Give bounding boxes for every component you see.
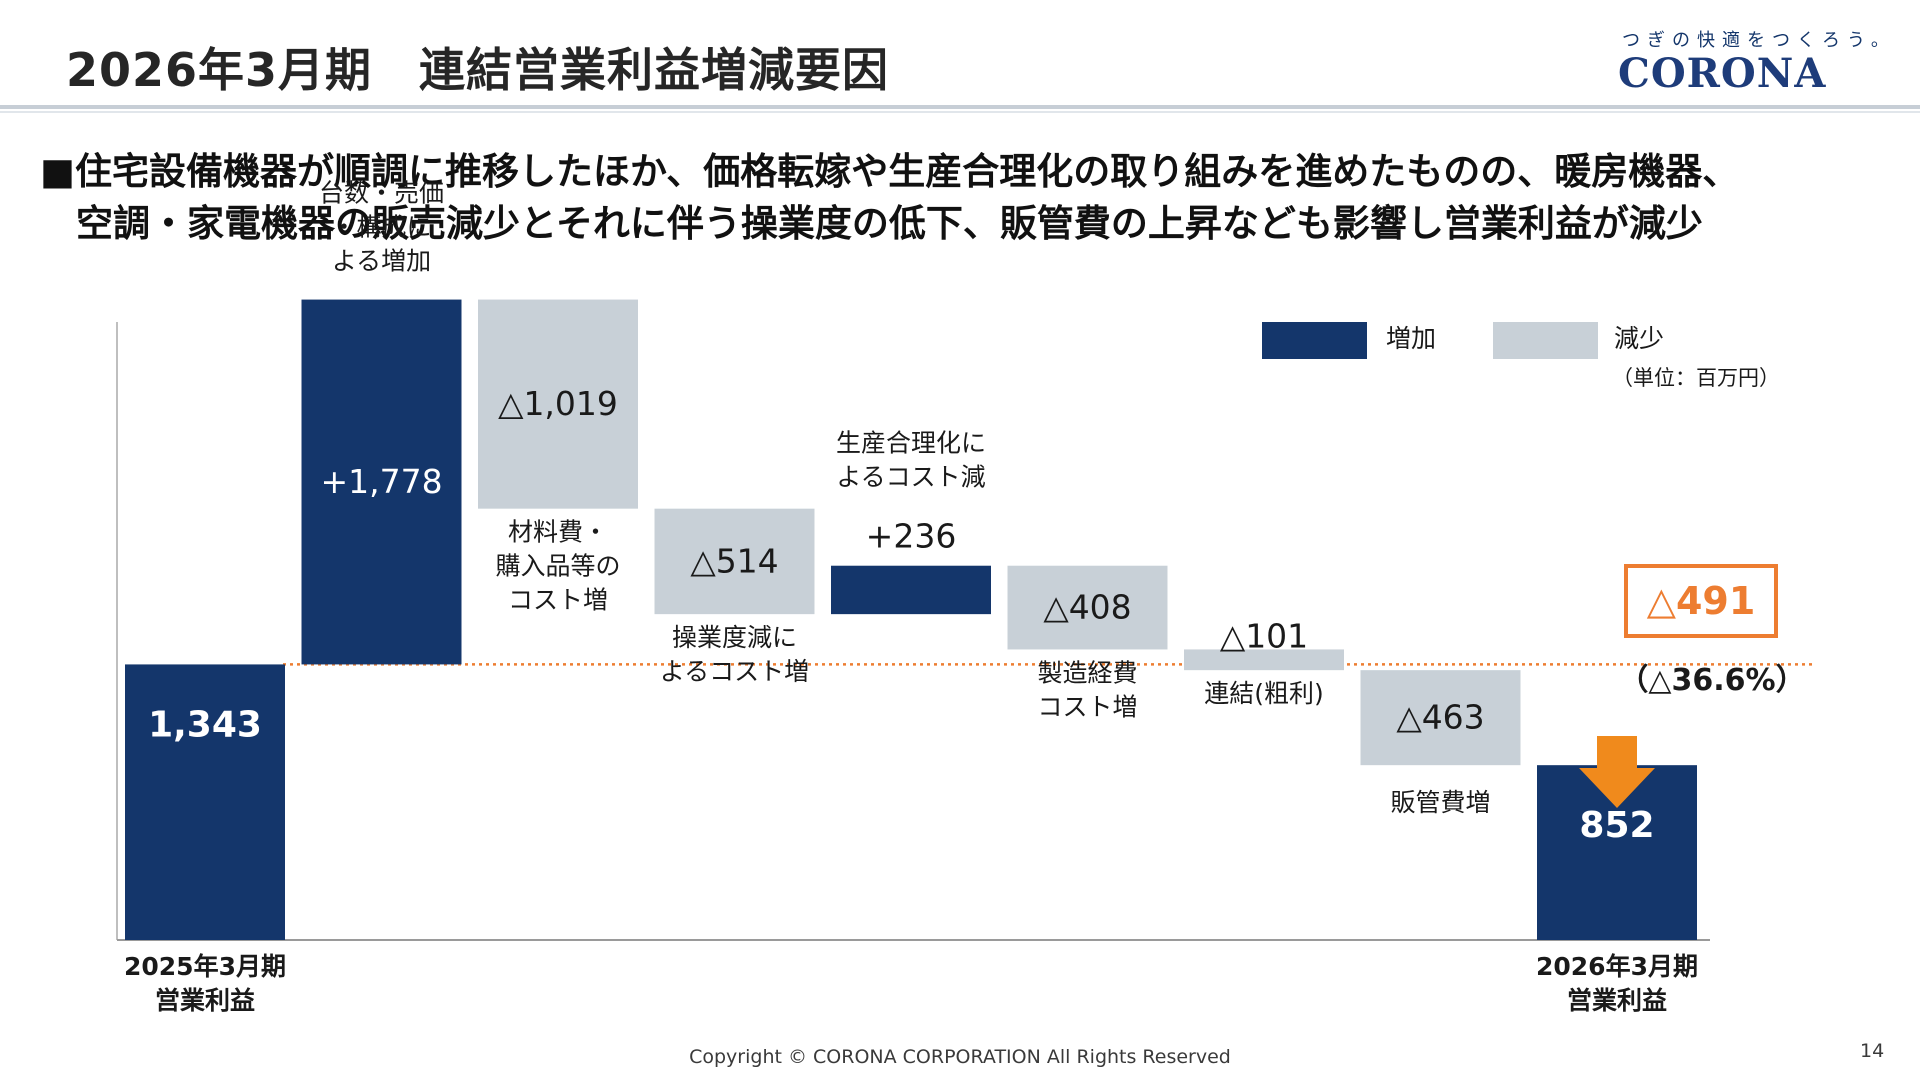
category-label-4-2: よるコスト増: [660, 657, 809, 686]
unit-label: （単位：百万円）: [1612, 366, 1780, 390]
category-label-8-1: 販管費増: [1390, 788, 1490, 817]
data-label-2: +1,778: [320, 462, 442, 501]
summary-line-2: 空調・家電機器の販売減少とそれに伴う操業度の低下、販管費の上昇なども影響し営業利…: [76, 202, 1703, 245]
bar-3: [478, 299, 638, 509]
summary-bullet: ■: [40, 150, 75, 193]
category-label-5-1: 生産合理化に: [836, 429, 986, 458]
category-label-3-3: コスト増: [508, 586, 608, 615]
page-title: 2026年3月期 連結営業利益増減要因: [66, 43, 890, 97]
down-arrow-icon: [1579, 736, 1655, 808]
legend-swatch-decrease: [1493, 322, 1598, 359]
category-label-9-1: 2026年3月期: [1536, 952, 1698, 981]
bar-5: [831, 565, 991, 615]
change-box: [1624, 564, 1778, 638]
bar-7: [1184, 649, 1344, 671]
data-label-1: 1,343: [148, 704, 262, 745]
page-number: 14: [1860, 1040, 1885, 1062]
data-label-8: △463: [1396, 698, 1484, 737]
bar-6: [1007, 565, 1168, 650]
category-label-6-2: コスト増: [1037, 692, 1137, 721]
category-label-9-2: 営業利益: [1567, 986, 1667, 1015]
data-label-5: +236: [866, 517, 957, 556]
category-label-2-2: ・構成に: [331, 213, 431, 242]
category-label-3-1: 材料費・: [508, 518, 608, 547]
corona-logo: CORONA: [1618, 50, 1827, 97]
data-label-3: △1,019: [498, 384, 618, 423]
change-percent: （△36.6%）: [1618, 663, 1805, 698]
data-label-7: △101: [1220, 616, 1308, 655]
header-divider-light: [0, 111, 1920, 113]
copyright: Copyright © CORONA CORPORATION All Right…: [689, 1046, 1231, 1068]
bar-1: [125, 664, 285, 940]
legend-label-increase: 増加: [1386, 324, 1436, 353]
category-label-3-2: 購入品等の: [495, 552, 620, 581]
summary-text: ■住宅設備機器が順調に推移したほか、価格転嫁や生産合理化の取り組みを進めたものの…: [40, 146, 1739, 250]
bar-8: [1360, 670, 1521, 766]
category-label-4-1: 操業度減に: [672, 623, 797, 652]
data-label-4: △514: [690, 541, 778, 580]
summary-line-1: 住宅設備機器が順調に推移したほか、価格転嫁や生産合理化の取り組みを進めたものの、…: [74, 150, 1740, 193]
data-label-9: 852: [1579, 805, 1654, 846]
bar-2: [301, 299, 462, 665]
category-label-1-2: 営業利益: [155, 986, 255, 1015]
change-value: △491: [1647, 579, 1756, 623]
legend-label-decrease: 減少: [1614, 324, 1664, 353]
category-label-2-3: よる増加: [332, 247, 431, 276]
category-label-1-1: 2025年3月期: [124, 952, 286, 981]
legend-swatch-increase: [1262, 322, 1367, 359]
category-label-2-1: 台数・売価: [319, 179, 444, 208]
bar-4: [654, 508, 815, 615]
data-label-6: △408: [1043, 588, 1131, 627]
header-divider: [0, 105, 1920, 109]
logo-tagline: つぎの快適をつくろう。: [1622, 30, 1896, 51]
category-label-7-1: 連結(粗利): [1204, 679, 1324, 708]
category-label-6-1: 製造経費: [1037, 658, 1137, 687]
category-label-5-2: よるコスト減: [836, 463, 985, 492]
